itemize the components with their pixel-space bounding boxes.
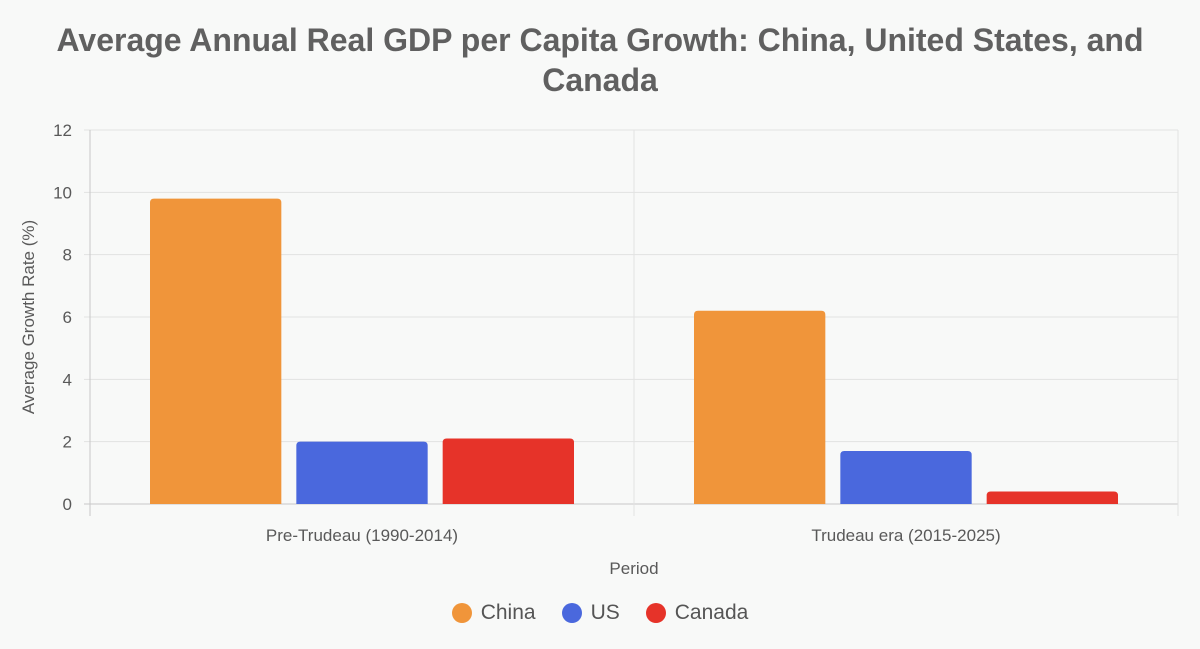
bar-us (296, 441, 428, 504)
bar-china (150, 198, 282, 505)
y-tick-label: 6 (63, 308, 72, 327)
legend-label-china: China (480, 601, 536, 624)
legend: China US Canada (0, 599, 1200, 627)
legend-swatch-us (561, 603, 582, 623)
x-tick-label: Pre-Trudeau (1990-2014) (266, 526, 458, 545)
legend-label-canada: Canada (674, 601, 749, 624)
x-tick-label: Trudeau era (2015-2025) (811, 526, 1000, 545)
y-tick-label: 10 (53, 183, 72, 202)
legend-item-canada[interactable]: Canada (645, 601, 749, 625)
legend-item-china[interactable]: China (451, 601, 536, 625)
y-tick-label: 8 (63, 246, 72, 265)
legend-item-us[interactable]: US (561, 601, 620, 625)
legend-swatch-canada (645, 603, 666, 623)
legend-swatch-china (451, 603, 472, 623)
y-tick-label: 12 (53, 121, 72, 140)
x-axis-title: Period (609, 559, 658, 578)
bar-us (840, 451, 972, 504)
y-tick-label: 0 (63, 495, 72, 514)
y-axis-title: Average Growth Rate (%) (19, 220, 38, 414)
y-tick-label: 2 (63, 433, 72, 452)
y-tick-label: 4 (63, 370, 72, 389)
chart-title: Average Annual Real GDP per Capita Growt… (56, 22, 1144, 98)
legend-label-us: US (590, 601, 620, 624)
bar-china (694, 310, 826, 504)
bar-canada (442, 438, 574, 504)
bar-canada (986, 491, 1118, 504)
